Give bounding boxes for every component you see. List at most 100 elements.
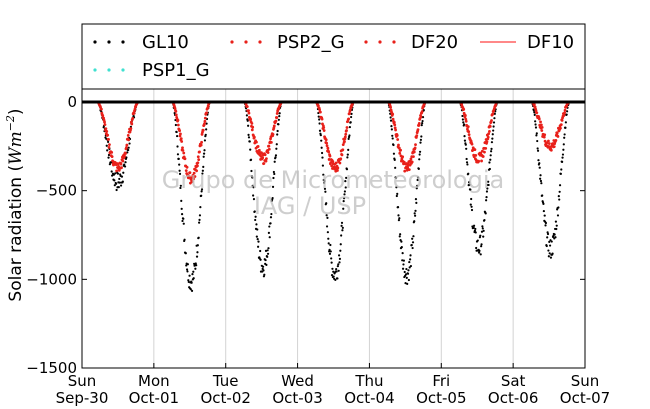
gl10-point [186, 270, 189, 273]
gl10-point [184, 252, 187, 255]
gl10-point [554, 236, 557, 239]
gl10-point [261, 265, 265, 268]
gl10-point [330, 274, 334, 277]
gl10-point [278, 112, 281, 115]
gl10-point [540, 182, 543, 185]
df20-point [318, 108, 321, 111]
gl10-point [257, 245, 260, 248]
legend-marker-gl10 [121, 40, 125, 44]
gl10-point [203, 149, 206, 152]
df20-point [338, 161, 342, 165]
legend: GL10 PSP2_G DF20 DF10 PSP1_G [93, 32, 574, 81]
df20-point [275, 116, 279, 119]
gl10-point [331, 267, 334, 270]
df20-point [409, 157, 413, 161]
gl10-point [340, 234, 343, 237]
gl10-point [274, 156, 277, 159]
gl10-point [123, 165, 127, 168]
df20-point [560, 118, 564, 122]
plot-frame [81, 23, 586, 369]
df20-point [328, 154, 332, 158]
gl10-point [464, 143, 467, 146]
df20-point [330, 164, 334, 168]
df20-point [345, 129, 348, 132]
gl10-point [267, 247, 270, 250]
gl10-point [127, 148, 130, 152]
df20-point [184, 169, 188, 173]
gl10-point [188, 274, 191, 277]
legend-label-psp1-g: PSP1_G [142, 60, 210, 81]
df20-point [532, 103, 536, 106]
gl10-point [318, 118, 321, 121]
gl10-point [553, 233, 556, 236]
gl10-point [350, 112, 353, 115]
gl10-point [278, 115, 281, 118]
df20-point [470, 142, 474, 146]
gl10-point [185, 268, 189, 271]
legend-marker-gl10 [107, 40, 111, 44]
gl10-point [390, 128, 393, 131]
gl10-point [395, 194, 398, 198]
gl10-point [414, 209, 417, 212]
gl10-point [401, 252, 404, 255]
gl10-point [338, 261, 341, 264]
gl10-point [407, 269, 410, 272]
gl10-point [322, 173, 325, 176]
df20-point [185, 165, 189, 169]
df20-point [119, 162, 123, 166]
gl10-point [180, 199, 183, 202]
gl10-point [398, 235, 401, 238]
gl10-point [337, 269, 340, 272]
gl10-point [264, 258, 267, 262]
gl10-point [277, 118, 280, 121]
gl10-point [401, 259, 404, 262]
df20-point [120, 166, 123, 170]
gl10-point [415, 187, 418, 190]
df20-point [555, 131, 559, 135]
df20-point [324, 138, 328, 142]
gl10-point [267, 231, 270, 234]
gl10-point [350, 115, 353, 119]
gl10-point [344, 180, 347, 183]
gl10-point [179, 186, 182, 190]
gl10-point [178, 163, 181, 166]
df20-point [539, 120, 542, 124]
df20-point [250, 128, 254, 132]
df20-point [410, 160, 414, 164]
df20-point [539, 123, 543, 127]
gl10-point [324, 190, 327, 193]
gl10-point [473, 229, 477, 232]
gl10-point [463, 123, 466, 126]
gl10-point [392, 152, 396, 155]
gl10-point [330, 261, 333, 264]
gl10-point [566, 110, 569, 113]
gl10-point [347, 148, 350, 151]
gl10-point [419, 141, 422, 144]
gl10-point [118, 181, 121, 184]
gl10-point [318, 122, 321, 125]
gl10-point [468, 181, 471, 184]
df20-point [466, 125, 470, 129]
gl10-point [342, 207, 345, 210]
df20-point [397, 146, 401, 150]
df20-point [176, 118, 180, 122]
gl10-point [190, 281, 193, 284]
gl10-point [182, 222, 185, 225]
df20-point [559, 123, 563, 127]
df20-point [133, 107, 137, 111]
gl10-point [320, 151, 324, 155]
df20-point [331, 160, 335, 163]
df20-point [102, 116, 106, 120]
gl10-point [475, 246, 478, 250]
df20-point [274, 119, 278, 123]
gl10-point [346, 153, 349, 156]
gl10-point [543, 214, 546, 217]
gl10-point [349, 121, 352, 124]
df20-point [125, 143, 129, 147]
gl10-point [323, 181, 326, 184]
df20-point [389, 105, 392, 109]
df20-point [130, 122, 134, 126]
gl10-point [323, 187, 327, 190]
gl10-point [107, 156, 110, 159]
